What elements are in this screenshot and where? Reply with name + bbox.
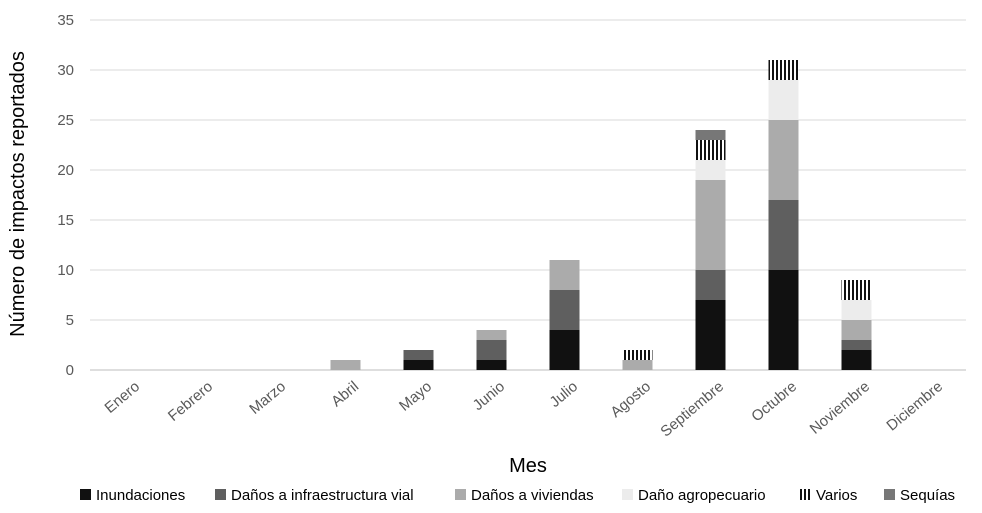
legend-swatch bbox=[800, 489, 811, 500]
legend-swatch bbox=[884, 489, 895, 500]
bar-segment bbox=[695, 160, 726, 180]
legend-swatch bbox=[215, 489, 226, 500]
x-axis-label: Mes bbox=[509, 455, 547, 477]
y-tick-label: 10 bbox=[57, 262, 74, 279]
bar-segment bbox=[695, 180, 726, 270]
y-tick-label: 20 bbox=[57, 162, 74, 179]
legend-label: Sequías bbox=[900, 487, 955, 504]
bar-segment bbox=[841, 320, 872, 340]
bar-segment bbox=[403, 350, 434, 360]
bar-segment bbox=[695, 130, 726, 140]
bar-segment bbox=[403, 360, 434, 370]
legend-item: Daño agropecuario bbox=[622, 487, 766, 504]
bar-segment bbox=[695, 300, 726, 370]
bar-segment bbox=[476, 330, 507, 340]
x-tick-label: Diciembre bbox=[883, 378, 946, 434]
y-tick-label: 5 bbox=[66, 312, 74, 329]
y-tick-labels: 0 5 10 15 20 25 30 35 bbox=[57, 12, 74, 379]
x-tick-label: Noviembre bbox=[807, 378, 873, 438]
x-tick-label: Octubre bbox=[748, 378, 800, 425]
bar-segment bbox=[622, 360, 653, 370]
bar-segment bbox=[841, 300, 872, 320]
y-axis-label: Número de impactos reportados bbox=[7, 51, 29, 337]
y-tick-label: 35 bbox=[57, 12, 74, 29]
x-tick-label: Julio bbox=[547, 378, 582, 411]
legend-label: Inundaciones bbox=[96, 487, 185, 504]
bar-segment bbox=[330, 360, 361, 370]
legend-item: Varios bbox=[800, 487, 857, 504]
legend-item: Sequías bbox=[884, 487, 955, 504]
bar-segment bbox=[695, 270, 726, 300]
bar-segment bbox=[476, 340, 507, 360]
legend-swatch bbox=[455, 489, 466, 500]
bar-segment bbox=[549, 290, 580, 330]
legend-item: Inundaciones bbox=[80, 487, 185, 504]
bar-segment bbox=[622, 350, 653, 360]
bar-segment bbox=[768, 60, 799, 80]
legend-label: Varios bbox=[816, 487, 857, 504]
bar-segment bbox=[841, 280, 872, 300]
x-tick-label: Agosto bbox=[607, 378, 654, 421]
x-tick-label: Enero bbox=[101, 378, 143, 417]
legend-swatch bbox=[622, 489, 633, 500]
bar-segment bbox=[695, 140, 726, 160]
bar-segment bbox=[768, 200, 799, 270]
x-tick-labels: Enero Febrero Marzo Abril Mayo Junio Julio Agos… bbox=[101, 378, 946, 440]
legend-swatch bbox=[80, 489, 91, 500]
bars bbox=[330, 60, 872, 370]
bar-segment bbox=[841, 340, 872, 350]
x-tick-label: Febrero bbox=[165, 378, 216, 425]
x-tick-label: Abril bbox=[328, 378, 362, 410]
legend-label: Daños a viviendas bbox=[471, 487, 594, 504]
bar-segment bbox=[768, 270, 799, 370]
y-tick-label: 15 bbox=[57, 212, 74, 229]
legend-label: Daños a infraestructura vial bbox=[231, 487, 414, 504]
bar-segment bbox=[768, 80, 799, 120]
legend-item: Daños a viviendas bbox=[455, 487, 594, 504]
legend: Inundaciones Daños a infraestructura vial… bbox=[80, 487, 955, 504]
bar-segment bbox=[549, 330, 580, 370]
y-tick-label: 25 bbox=[57, 112, 74, 129]
legend-item: Daños a infraestructura vial bbox=[215, 487, 414, 504]
x-tick-label: Junio bbox=[470, 378, 508, 414]
bar-segment bbox=[768, 120, 799, 200]
legend-label: Daño agropecuario bbox=[638, 487, 766, 504]
bar-segment bbox=[476, 360, 507, 370]
gridlines bbox=[90, 19, 966, 371]
x-tick-label: Septiembre bbox=[657, 378, 727, 440]
bar-segment bbox=[841, 350, 872, 370]
x-tick-label: Marzo bbox=[246, 378, 289, 418]
bar-segment bbox=[549, 260, 580, 290]
y-tick-label: 30 bbox=[57, 62, 74, 79]
y-tick-label: 0 bbox=[66, 362, 74, 379]
x-tick-label: Mayo bbox=[396, 378, 435, 415]
